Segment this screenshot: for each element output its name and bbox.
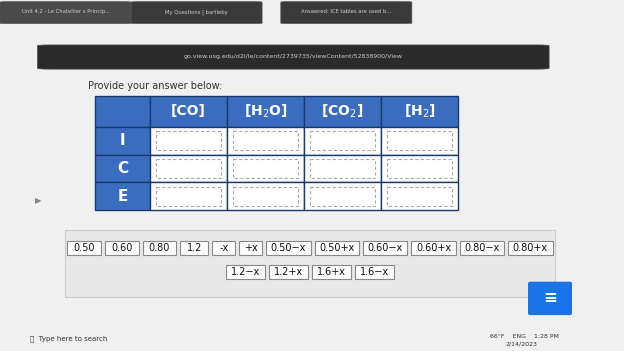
Bar bbox=[150, 96, 227, 127]
Bar bbox=[67, 241, 101, 255]
Bar bbox=[310, 131, 375, 150]
Bar bbox=[381, 154, 458, 183]
Bar bbox=[381, 127, 458, 154]
Text: 1.2−x: 1.2−x bbox=[231, 267, 260, 277]
Text: [CO]: [CO] bbox=[171, 105, 206, 119]
Bar bbox=[304, 127, 381, 154]
Bar bbox=[143, 241, 177, 255]
Bar bbox=[363, 241, 407, 255]
Bar bbox=[233, 187, 298, 206]
Text: +x: +x bbox=[244, 243, 258, 253]
Bar bbox=[95, 127, 150, 154]
Bar bbox=[239, 241, 262, 255]
Bar bbox=[156, 131, 221, 150]
Bar bbox=[180, 241, 208, 255]
Text: 0.60: 0.60 bbox=[111, 243, 132, 253]
Bar bbox=[150, 127, 227, 154]
Bar bbox=[95, 154, 150, 183]
Text: 0.80: 0.80 bbox=[149, 243, 170, 253]
Bar bbox=[304, 183, 381, 210]
Bar bbox=[213, 241, 235, 255]
Bar bbox=[226, 265, 265, 279]
Bar bbox=[95, 96, 150, 127]
Text: I: I bbox=[120, 133, 125, 148]
Bar bbox=[411, 241, 456, 255]
FancyBboxPatch shape bbox=[131, 2, 262, 24]
Text: 1.6−x: 1.6−x bbox=[360, 267, 389, 277]
Bar bbox=[233, 131, 298, 150]
Text: 0.80−x: 0.80−x bbox=[464, 243, 500, 253]
Text: ≡: ≡ bbox=[543, 290, 557, 307]
Bar bbox=[156, 187, 221, 206]
Text: 66°F    ENG    1:28 PM: 66°F ENG 1:28 PM bbox=[490, 334, 559, 339]
Bar bbox=[65, 230, 555, 297]
Bar bbox=[387, 131, 452, 150]
Text: Answered: ICE tables are used b...: Answered: ICE tables are used b... bbox=[301, 9, 391, 14]
Bar bbox=[387, 159, 452, 178]
Text: 0.60+x: 0.60+x bbox=[416, 243, 451, 253]
Bar bbox=[381, 183, 458, 210]
Bar bbox=[310, 187, 375, 206]
Bar bbox=[381, 96, 458, 127]
Text: [CO$_2$]: [CO$_2$] bbox=[321, 103, 364, 120]
Text: 0.50: 0.50 bbox=[74, 243, 95, 253]
Bar bbox=[314, 241, 359, 255]
Text: 1.6+x: 1.6+x bbox=[317, 267, 346, 277]
Text: 1.2+x: 1.2+x bbox=[274, 267, 303, 277]
Text: Unit 4.2 - Le Chatellier s Princip...: Unit 4.2 - Le Chatellier s Princip... bbox=[21, 9, 110, 14]
Bar bbox=[304, 154, 381, 183]
Bar bbox=[156, 159, 221, 178]
Bar bbox=[227, 154, 304, 183]
Bar bbox=[387, 187, 452, 206]
Text: 0.50+x: 0.50+x bbox=[319, 243, 354, 253]
FancyBboxPatch shape bbox=[281, 2, 412, 24]
Bar bbox=[227, 127, 304, 154]
Bar bbox=[266, 241, 311, 255]
Text: 0.80+x: 0.80+x bbox=[513, 243, 548, 253]
Bar bbox=[150, 154, 227, 183]
FancyBboxPatch shape bbox=[37, 45, 549, 69]
Bar bbox=[150, 183, 227, 210]
Bar bbox=[95, 183, 150, 210]
Text: -x: -x bbox=[219, 243, 228, 253]
Text: My Questions | bartleby: My Questions | bartleby bbox=[165, 9, 228, 14]
Text: 0.50−x: 0.50−x bbox=[271, 243, 306, 253]
Text: C: C bbox=[117, 161, 128, 176]
FancyBboxPatch shape bbox=[528, 282, 572, 315]
Text: [H$_2$O]: [H$_2$O] bbox=[244, 103, 287, 120]
Bar bbox=[304, 96, 381, 127]
Bar bbox=[269, 265, 308, 279]
Bar bbox=[233, 159, 298, 178]
Text: 🔍  Type here to search: 🔍 Type here to search bbox=[30, 336, 107, 342]
Text: Provide your answer below:: Provide your answer below: bbox=[88, 81, 222, 91]
Text: go.view.usg.edu/d2l/le/content/2739735/viewContent/52838900/View: go.view.usg.edu/d2l/le/content/2739735/v… bbox=[184, 54, 402, 59]
Bar bbox=[105, 241, 139, 255]
Text: ▶: ▶ bbox=[35, 196, 41, 205]
Bar bbox=[227, 96, 304, 127]
Text: 1.2: 1.2 bbox=[187, 243, 202, 253]
Text: 2/14/2023: 2/14/2023 bbox=[506, 341, 538, 346]
Bar bbox=[312, 265, 351, 279]
Text: [H$_2$]: [H$_2$] bbox=[404, 103, 436, 120]
FancyBboxPatch shape bbox=[0, 2, 131, 24]
Bar bbox=[310, 159, 375, 178]
Bar bbox=[227, 183, 304, 210]
Text: E: E bbox=[117, 189, 128, 204]
Bar bbox=[460, 241, 504, 255]
Bar bbox=[508, 241, 552, 255]
Bar bbox=[355, 265, 394, 279]
Text: 0.60−x: 0.60−x bbox=[368, 243, 402, 253]
